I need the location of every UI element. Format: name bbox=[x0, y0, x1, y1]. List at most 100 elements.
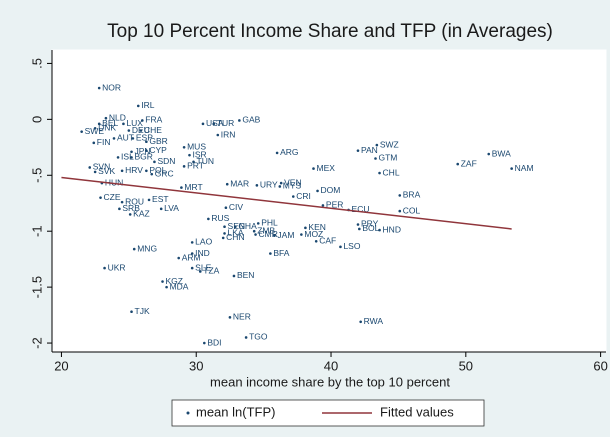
data-point bbox=[159, 207, 163, 211]
data-point bbox=[375, 143, 379, 147]
point-label: NAM bbox=[515, 163, 534, 173]
data-point bbox=[130, 156, 133, 159]
data-point bbox=[104, 116, 108, 120]
data-point bbox=[279, 181, 283, 185]
point-label: SLE bbox=[195, 262, 211, 272]
point-label: ISL bbox=[121, 152, 134, 162]
point-label: UKR bbox=[108, 262, 126, 272]
point-label: ARG bbox=[280, 147, 298, 157]
point-label: PRY bbox=[361, 219, 379, 229]
y-tick-label: 0 bbox=[29, 116, 44, 123]
x-tick-label: 50 bbox=[459, 358, 473, 373]
data-point bbox=[80, 130, 83, 133]
data-point bbox=[228, 316, 232, 319]
x-tick-label: 60 bbox=[593, 358, 607, 373]
point-label: TJK bbox=[135, 306, 150, 316]
data-point bbox=[510, 167, 513, 170]
point-label: IRL bbox=[141, 100, 155, 110]
data-point bbox=[116, 156, 120, 159]
legend-label: Fitted values bbox=[380, 404, 454, 419]
point-label: LVA bbox=[164, 203, 179, 213]
data-point bbox=[165, 285, 168, 289]
point-label: GHA bbox=[238, 221, 257, 231]
data-point bbox=[190, 241, 194, 244]
data-point bbox=[314, 239, 318, 243]
data-point bbox=[374, 157, 377, 160]
point-label: ROU bbox=[125, 196, 144, 206]
data-point bbox=[356, 149, 360, 152]
data-point bbox=[291, 195, 295, 198]
point-label: POL bbox=[149, 165, 166, 175]
point-label: MYS bbox=[283, 181, 302, 191]
point-label: NLD bbox=[109, 112, 126, 122]
data-point bbox=[190, 266, 194, 270]
data-point bbox=[203, 341, 206, 345]
data-point bbox=[103, 266, 106, 270]
data-point bbox=[188, 153, 191, 157]
point-label: BDI bbox=[207, 337, 221, 347]
point-label: GRC bbox=[155, 168, 174, 178]
data-point bbox=[255, 184, 259, 187]
point-label: EST bbox=[152, 194, 169, 204]
data-point bbox=[312, 167, 315, 170]
y-tick-label: .5 bbox=[29, 58, 44, 69]
data-point bbox=[223, 225, 226, 229]
point-label: FIN bbox=[97, 137, 111, 147]
point-label: SWZ bbox=[380, 139, 399, 149]
point-label: RUS bbox=[211, 213, 229, 223]
data-point bbox=[145, 140, 148, 144]
data-point bbox=[131, 137, 135, 140]
point-label: RWA bbox=[364, 316, 384, 326]
point-label: CAF bbox=[319, 236, 336, 246]
data-point bbox=[92, 141, 96, 145]
data-point bbox=[487, 152, 491, 156]
data-point bbox=[234, 225, 237, 229]
data-point bbox=[316, 189, 319, 193]
legend-label: mean ln(TFP) bbox=[196, 404, 275, 419]
point-label: SWE bbox=[85, 126, 105, 136]
point-label: URY bbox=[260, 180, 278, 190]
data-point bbox=[244, 336, 248, 339]
point-label: DOM bbox=[321, 185, 341, 195]
data-point bbox=[232, 274, 236, 278]
point-label: KAZ bbox=[133, 209, 150, 219]
point-label: PRT bbox=[187, 161, 204, 171]
point-label: PAN bbox=[361, 145, 378, 155]
point-label: CIV bbox=[229, 202, 244, 212]
data-point bbox=[177, 256, 181, 260]
data-point bbox=[99, 196, 102, 199]
data-point bbox=[238, 119, 241, 122]
data-point bbox=[139, 129, 143, 132]
point-label: TUR bbox=[217, 118, 234, 128]
point-label: SVK bbox=[98, 166, 115, 176]
data-point bbox=[180, 186, 183, 189]
point-label: HUN bbox=[105, 177, 123, 187]
data-point bbox=[273, 234, 276, 237]
point-label: DNK bbox=[98, 123, 116, 133]
data-point bbox=[153, 160, 156, 164]
point-label: ECU bbox=[352, 204, 370, 214]
data-point bbox=[127, 129, 131, 132]
data-point bbox=[93, 170, 97, 174]
data-point bbox=[254, 233, 257, 236]
data-point bbox=[141, 119, 144, 122]
point-label: GBR bbox=[149, 136, 167, 146]
point-label: IND bbox=[195, 248, 210, 258]
point-label: SDN bbox=[157, 156, 175, 166]
point-label: LSO bbox=[343, 241, 360, 251]
data-point bbox=[198, 270, 202, 273]
point-label: USA bbox=[206, 118, 224, 128]
point-label: BFA bbox=[273, 248, 289, 258]
data-point bbox=[275, 151, 279, 155]
point-label: ZAF bbox=[461, 158, 477, 168]
point-label: MUS bbox=[187, 142, 206, 152]
point-label: BOL bbox=[362, 223, 379, 233]
point-label: LAO bbox=[195, 237, 212, 247]
data-point bbox=[120, 200, 124, 204]
data-point bbox=[120, 169, 124, 173]
data-point bbox=[93, 126, 97, 130]
point-label: CHL bbox=[383, 167, 400, 177]
y-tick-label: -1 bbox=[29, 225, 44, 237]
point-label: TUN bbox=[197, 156, 214, 166]
fitted-line bbox=[61, 176, 512, 230]
